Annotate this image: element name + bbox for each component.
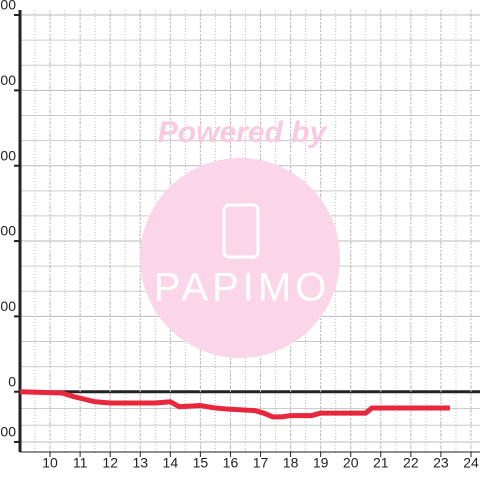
x-tick-label: 20 [343,455,359,471]
x-tick-label: 10 [42,455,58,471]
x-tick-label: 11 [73,455,88,471]
y-tick-label: 120,000 [0,72,16,88]
x-tick-label: 16 [223,455,239,471]
y-tick-label: 30,000 [0,298,16,314]
x-tick-label: 14 [163,455,179,471]
watermark: Powered by PAPIMO [140,116,340,358]
x-tick-label: 23 [433,455,449,471]
y-tick-label: 150,000 [0,0,16,13]
x-tick-label: 19 [313,455,329,471]
y-tick-label: 60,000 [0,223,16,239]
x-tick-label: 17 [253,455,269,471]
watermark-logo: PAPIMO [154,266,331,310]
watermark-text: Powered by [158,116,328,149]
y-tick-label: -20,000 [0,424,16,440]
x-tick-label: 22 [403,455,419,471]
y-tick-label: 90,000 [0,147,16,163]
x-tick-label: 15 [193,455,209,471]
x-tick-label: 18 [283,455,299,471]
x-tick-label: 24 [463,455,479,471]
watermark-phone [222,203,260,259]
x-tick-label: 13 [132,455,148,471]
x-tick-label: 12 [102,455,118,471]
x-tick-label: 21 [373,455,389,471]
y-tick-label: 0 [8,373,16,389]
line [19,389,450,420]
